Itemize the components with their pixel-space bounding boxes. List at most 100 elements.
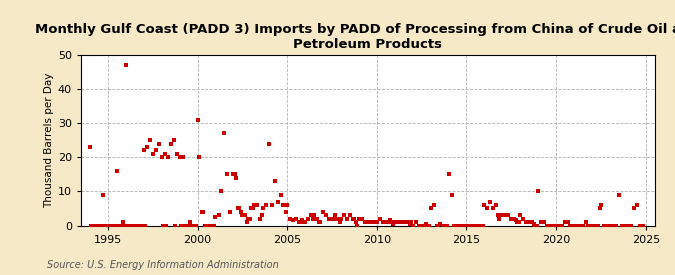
Point xyxy=(491,203,502,207)
Point xyxy=(406,220,416,224)
Point xyxy=(371,220,382,224)
Point xyxy=(533,189,543,194)
Point xyxy=(119,223,130,228)
Point xyxy=(422,223,433,228)
Point xyxy=(473,223,484,228)
Point xyxy=(291,216,302,221)
Point xyxy=(482,206,493,211)
Point xyxy=(186,223,197,228)
Point xyxy=(456,223,467,228)
Point xyxy=(590,223,601,228)
Y-axis label: Thousand Barrels per Day: Thousand Barrels per Day xyxy=(44,73,54,208)
Point xyxy=(359,220,370,224)
Point xyxy=(509,216,520,221)
Point xyxy=(449,223,460,228)
Point xyxy=(385,218,396,222)
Point xyxy=(356,216,367,221)
Point xyxy=(545,223,556,228)
Point xyxy=(467,223,478,228)
Point xyxy=(582,223,593,228)
Point xyxy=(370,220,381,224)
Point xyxy=(134,223,144,228)
Point xyxy=(273,199,284,204)
Point xyxy=(605,223,616,228)
Point xyxy=(424,223,435,228)
Point xyxy=(191,223,202,228)
Point xyxy=(140,223,151,228)
Point xyxy=(527,220,538,224)
Point xyxy=(295,220,306,224)
Point xyxy=(113,223,124,228)
Point xyxy=(244,216,255,221)
Point xyxy=(618,223,629,228)
Point xyxy=(264,141,275,146)
Point xyxy=(162,155,173,160)
Point xyxy=(97,223,107,228)
Point xyxy=(333,216,344,221)
Point xyxy=(194,155,205,160)
Point xyxy=(202,223,213,228)
Point xyxy=(92,223,103,228)
Point xyxy=(354,216,364,221)
Point xyxy=(122,223,133,228)
Point xyxy=(256,213,267,218)
Point xyxy=(421,222,431,226)
Point xyxy=(280,210,291,214)
Point xyxy=(165,141,176,146)
Point xyxy=(334,220,345,224)
Point xyxy=(383,220,394,224)
Point xyxy=(207,223,218,228)
Point xyxy=(539,220,549,224)
Point xyxy=(236,210,246,214)
Point xyxy=(452,223,463,228)
Point xyxy=(410,220,421,224)
Point xyxy=(313,220,324,224)
Point xyxy=(616,223,627,228)
Point xyxy=(303,216,314,221)
Point xyxy=(369,220,379,224)
Point xyxy=(584,223,595,228)
Point xyxy=(407,223,418,228)
Point xyxy=(306,213,317,218)
Point xyxy=(396,220,406,224)
Point xyxy=(503,213,514,218)
Point xyxy=(530,223,541,228)
Point xyxy=(458,223,469,228)
Point xyxy=(321,213,331,218)
Point xyxy=(318,210,329,214)
Point xyxy=(285,216,296,221)
Point xyxy=(622,223,633,228)
Point xyxy=(327,216,338,221)
Point xyxy=(131,223,142,228)
Point xyxy=(267,203,277,207)
Point xyxy=(176,223,186,228)
Point xyxy=(277,203,288,207)
Point xyxy=(392,220,403,224)
Point xyxy=(249,203,260,207)
Point xyxy=(585,223,596,228)
Point xyxy=(636,223,647,228)
Point xyxy=(551,223,562,228)
Point xyxy=(557,223,568,228)
Point xyxy=(348,216,358,221)
Point xyxy=(204,223,215,228)
Point xyxy=(478,223,489,228)
Point xyxy=(151,148,161,153)
Point xyxy=(189,223,200,228)
Point xyxy=(413,223,424,228)
Point xyxy=(506,216,517,221)
Point xyxy=(210,215,221,219)
Point xyxy=(180,223,191,228)
Point xyxy=(488,206,499,211)
Point xyxy=(593,223,603,228)
Point xyxy=(115,223,126,228)
Point xyxy=(178,155,188,160)
Point xyxy=(375,216,385,221)
Point xyxy=(476,223,487,228)
Point xyxy=(446,192,457,197)
Point xyxy=(437,223,448,228)
Point xyxy=(300,220,310,224)
Point xyxy=(549,223,560,228)
Point xyxy=(252,203,263,207)
Point xyxy=(350,220,361,224)
